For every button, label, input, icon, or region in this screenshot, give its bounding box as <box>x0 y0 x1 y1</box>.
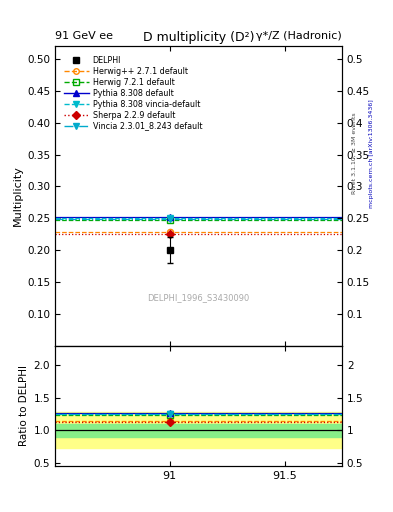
Title: D multiplicity (D²): D multiplicity (D²) <box>143 31 254 44</box>
Text: DELPHI_1996_S3430090: DELPHI_1996_S3430090 <box>147 293 250 303</box>
Text: 91 GeV ee: 91 GeV ee <box>55 31 113 40</box>
Legend: DELPHI, Herwig++ 2.7.1 default, Herwig 7.2.1 default, Pythia 8.308 default, Pyth: DELPHI, Herwig++ 2.7.1 default, Herwig 7… <box>62 53 204 133</box>
Bar <box>55 424 342 437</box>
Text: mcplots.cern.ch [arXiv:1306.3436]: mcplots.cern.ch [arXiv:1306.3436] <box>369 99 375 208</box>
Text: Rivet 3.1.10, ≥ 3M events: Rivet 3.1.10, ≥ 3M events <box>352 113 357 195</box>
Y-axis label: Multiplicity: Multiplicity <box>13 165 23 226</box>
Bar <box>55 412 342 449</box>
Text: γ*/Z (Hadronic): γ*/Z (Hadronic) <box>256 31 342 40</box>
Y-axis label: Ratio to DELPHI: Ratio to DELPHI <box>19 366 29 446</box>
